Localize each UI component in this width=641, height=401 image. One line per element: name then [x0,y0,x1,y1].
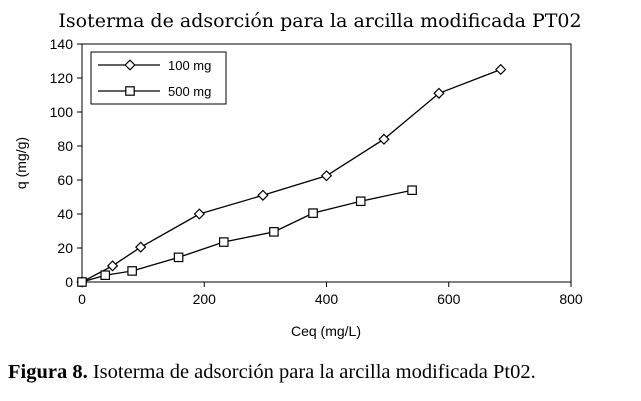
x-tick-label: 200 [193,291,217,307]
axis-ticks: 0 20 40 60 80 100 120 140 0 200 400 600 800 [50,36,583,307]
data-point [495,63,507,76]
data-point [269,227,279,237]
y-tick-label: 20 [57,240,73,256]
data-point [407,185,417,195]
data-point [77,277,87,287]
data-point [127,266,137,276]
y-tick-label: 40 [57,206,73,222]
y-tick-label: 60 [57,172,73,188]
x-tick-label: 800 [559,291,583,307]
data-point [320,170,333,182]
legend-label: 500 mg [168,84,211,99]
caption-label: Figura 8. [8,361,88,383]
data-point [173,252,184,263]
x-tick-label: 0 [78,291,86,307]
legend-marker [125,86,135,96]
data-point [257,189,269,201]
figure-caption: Figura 8. Isoterma de adsorción para la … [8,361,638,384]
legend-box [90,51,227,105]
x-tick-label: 400 [315,291,339,307]
series-layer [76,63,507,288]
data-point [433,87,445,99]
data-point [106,260,119,272]
series-0 [76,63,507,288]
caption-text: Isoterma de adsorción para la arcilla mo… [92,361,536,383]
y-tick-label: 120 [50,70,74,86]
y-tick-label: 140 [50,36,74,52]
data-point [378,133,390,145]
data-point [219,237,229,247]
data-point [308,208,318,218]
x-tick-label: 600 [437,291,461,307]
series-1 [77,185,417,287]
y-tick-label: 80 [57,138,73,154]
data-point [100,270,111,280]
y-tick-label: 0 [65,274,73,290]
y-axis-label: q (mg/g) [13,137,29,189]
data-point [355,196,366,207]
chart-title: Isoterma de adsorción para la arcilla mo… [58,10,581,32]
data-point [135,241,147,253]
legend: 100 mg 500 mg [90,51,227,105]
x-axis-label: Ceq (mg/L) [291,323,361,339]
legend-marker [124,59,136,71]
data-point [193,208,206,220]
y-tick-label: 100 [50,104,74,120]
chart-figure: Isoterma de adsorción para la arcilla mo… [13,10,583,339]
legend-label: 100 mg [168,58,211,73]
